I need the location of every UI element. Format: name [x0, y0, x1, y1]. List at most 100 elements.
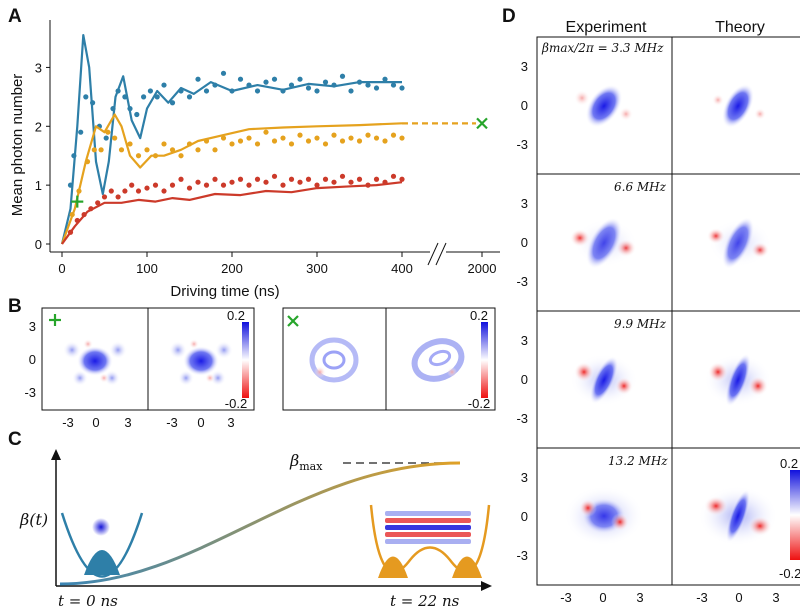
data-point	[314, 135, 320, 141]
data-point	[135, 188, 142, 194]
panel-b-ytick: 0	[29, 352, 36, 367]
data-point	[356, 138, 363, 144]
beta-ramp-curve	[59, 461, 461, 586]
data-point	[186, 185, 193, 191]
a-ytick-label: 0	[35, 237, 42, 252]
theory-line	[61, 181, 403, 245]
data-point	[229, 141, 235, 147]
x-marker-icon	[287, 315, 299, 327]
data-point	[382, 138, 388, 144]
panel-a-axes	[49, 20, 500, 266]
data-point	[373, 176, 380, 182]
panel-a-yticks: 0 1 2 3	[35, 60, 50, 252]
wigner-d3-theory	[704, 353, 772, 407]
panel-d-cbar-min: -0.2	[779, 566, 800, 581]
data-point	[161, 82, 167, 88]
panel-c-letter: C	[8, 429, 22, 450]
panel-b-ytick: -3	[24, 385, 36, 400]
wigner-d4-experiment	[564, 486, 644, 546]
data-point	[195, 76, 201, 82]
d-xtick: 3	[772, 590, 779, 605]
data-point	[237, 138, 244, 144]
data-point	[127, 141, 133, 147]
a-xtick-label: 100	[136, 261, 158, 276]
data-point	[220, 182, 227, 188]
wigner-b2-theory	[411, 338, 465, 382]
data-point	[271, 76, 278, 82]
data-point	[288, 176, 295, 182]
data-point	[297, 132, 303, 138]
wigner-d2-experiment	[570, 217, 638, 269]
wigner-d1-experiment	[574, 84, 633, 128]
data-point	[203, 88, 210, 94]
axis-break-mark-1	[427, 242, 439, 266]
panel-a-ylabel: Mean photon number	[9, 74, 26, 217]
data-point	[237, 176, 244, 182]
d-xtick: 3	[636, 590, 643, 605]
data-point	[195, 179, 201, 185]
data-point	[399, 135, 405, 141]
data-point	[135, 153, 142, 159]
panel-d-colorbar	[790, 470, 800, 560]
data-point	[390, 132, 397, 138]
data-point	[314, 182, 320, 188]
d-ytick: -3	[516, 274, 528, 289]
data-point	[186, 94, 193, 100]
data-point	[169, 182, 176, 188]
panel-b-xtick: 3	[227, 415, 234, 430]
wigner-b2-experiment	[309, 337, 359, 383]
double-well-illustration	[369, 504, 491, 578]
d-ytick: 0	[521, 98, 528, 113]
data-point	[178, 153, 184, 159]
data-point	[122, 188, 128, 194]
d-xtick: -3	[560, 590, 572, 605]
a-xtick-label: 300	[306, 261, 328, 276]
data-point	[373, 85, 380, 91]
t-end-label: t = 22 ns	[390, 592, 460, 610]
d-ytick: -3	[516, 411, 528, 426]
data-point	[263, 129, 269, 135]
panel-b-right-frame	[282, 307, 496, 411]
panel-a: A 0 1 2 3 0 100 200 300 400 2000 Mean photon num…	[8, 6, 500, 300]
row-label-1: βmax/2π = 3.3 MHz	[541, 41, 664, 55]
d-ytick: -3	[516, 137, 528, 152]
d-ytick: 0	[521, 235, 528, 250]
panel-b-xtick: 0	[197, 415, 204, 430]
data-point	[103, 135, 109, 141]
data-point	[78, 129, 84, 135]
row-label-4: 13.2 MHz	[608, 454, 668, 468]
data-point	[83, 94, 89, 100]
data-point	[382, 76, 388, 82]
data-point	[118, 147, 125, 153]
data-point	[305, 85, 312, 91]
data-point	[348, 135, 354, 141]
data-point	[152, 182, 159, 188]
d-ytick: 0	[521, 509, 528, 524]
panel-a-markers	[71, 117, 488, 208]
data-point	[134, 111, 140, 118]
d-ytick: 0	[521, 372, 528, 387]
data-point	[297, 179, 303, 185]
wigner-d3-experiment	[570, 354, 638, 406]
d-xtick: 0	[735, 590, 742, 605]
data-point	[91, 147, 97, 153]
data-point	[144, 185, 150, 191]
data-point	[390, 173, 397, 179]
x-marker	[476, 117, 488, 130]
row-label-3: 9.9 MHz	[614, 317, 667, 331]
data-point	[212, 176, 218, 182]
panel-b-xtick: 3	[124, 415, 131, 430]
data-point	[254, 176, 261, 182]
data-point	[322, 176, 329, 182]
data-point	[288, 141, 295, 147]
panel-b-letter: B	[8, 296, 22, 317]
d-ytick: 3	[521, 59, 528, 74]
t-start-label: t = 0 ns	[58, 592, 118, 610]
a-ytick-label: 1	[35, 178, 42, 193]
data-point	[129, 182, 135, 188]
data-point	[297, 76, 303, 82]
panel-b-cbar-min-right: -0.2	[468, 396, 490, 411]
panel-a-xticks: 0 100 200 300 400 2000	[58, 252, 496, 276]
data-point	[169, 147, 176, 153]
data-point	[195, 147, 201, 153]
